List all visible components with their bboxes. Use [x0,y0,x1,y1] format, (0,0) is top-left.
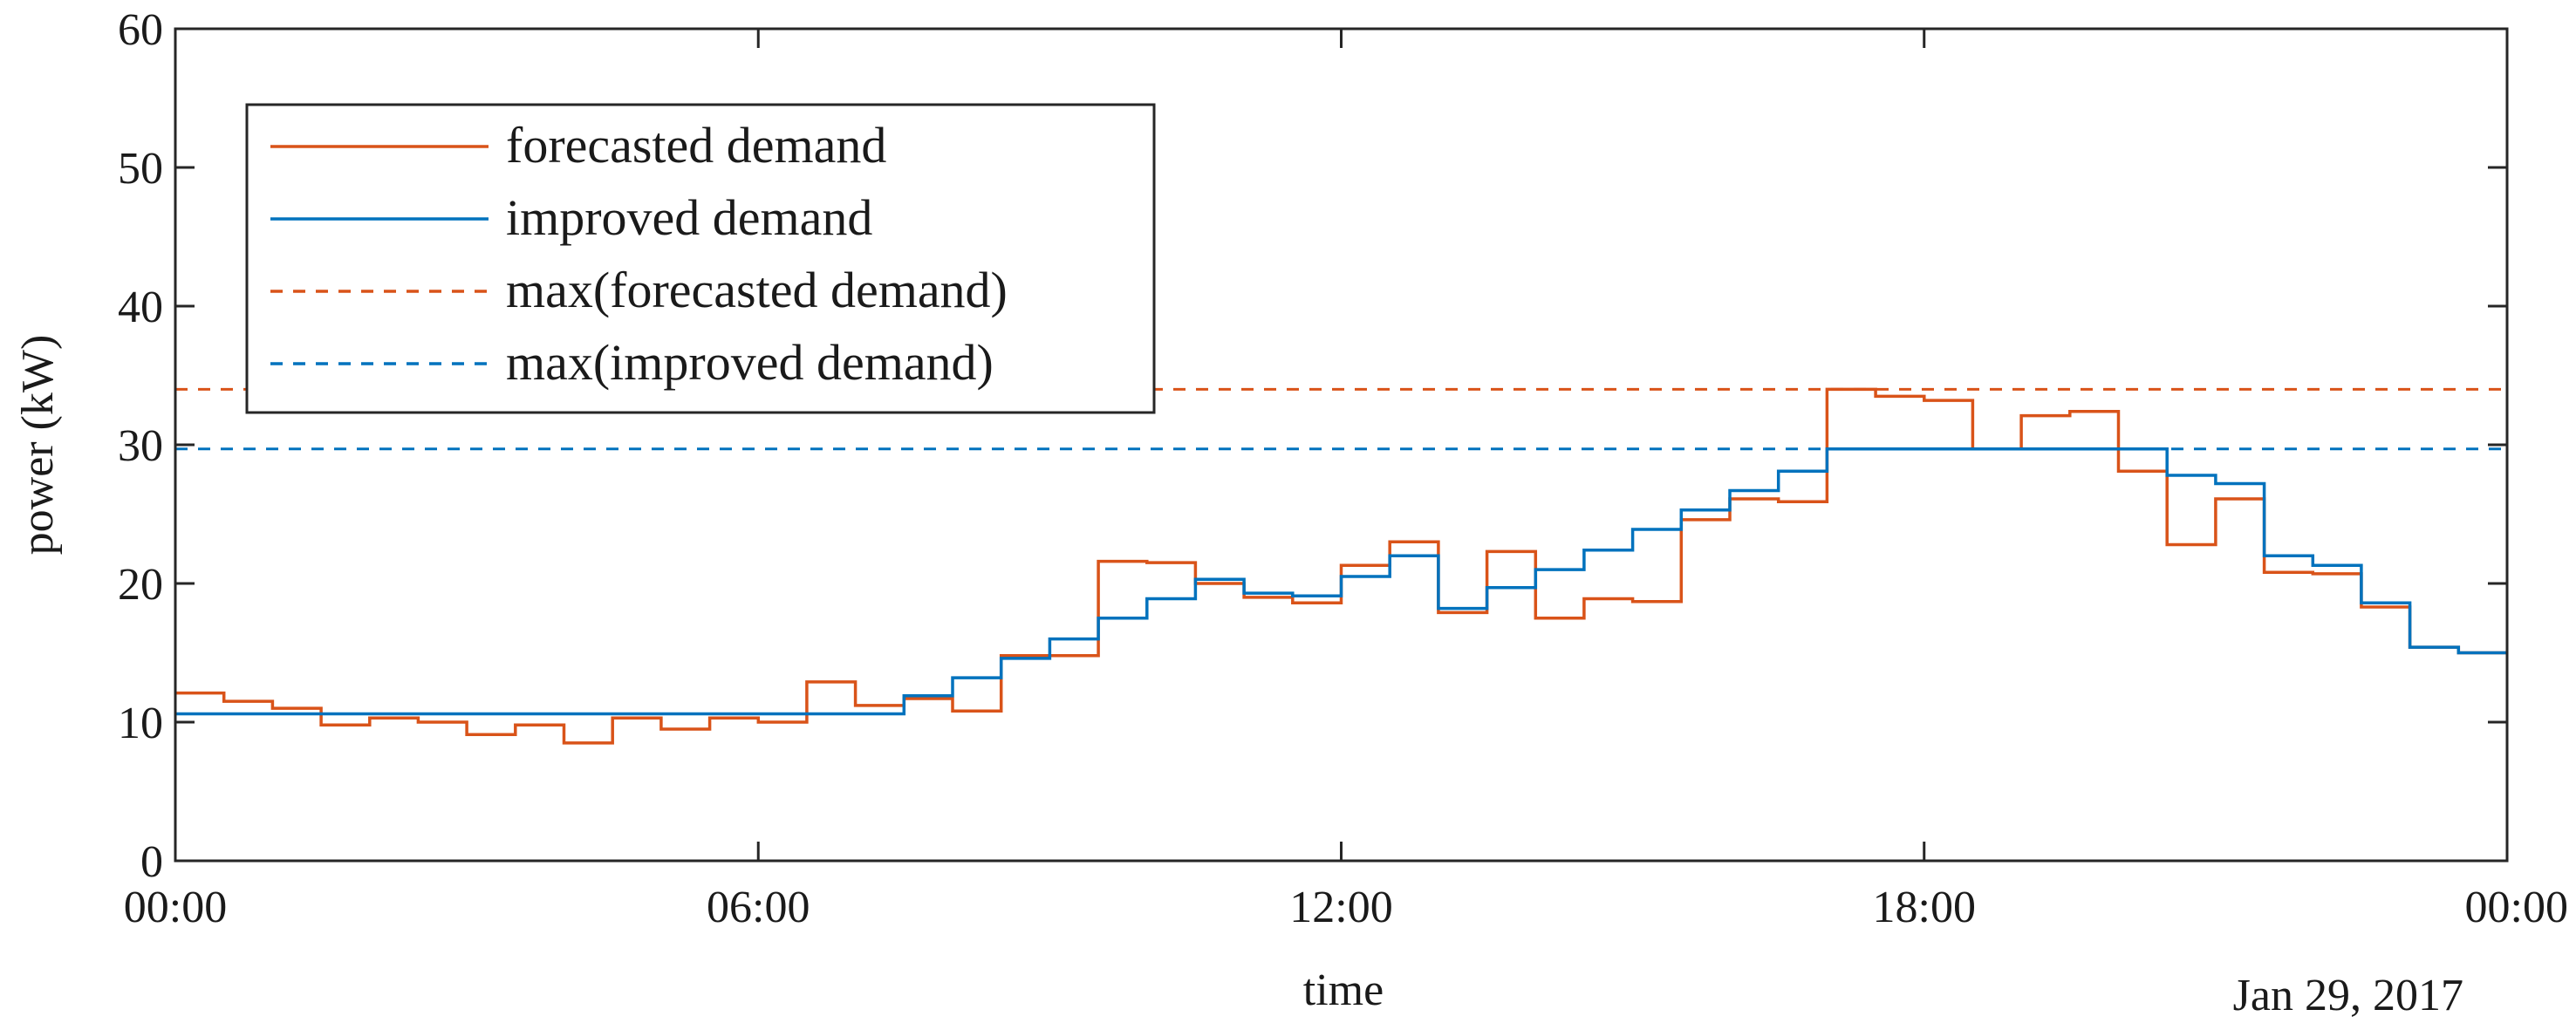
x-tick-label-3: 18:00 [1873,883,1976,932]
y-tick-label-4: 40 [118,283,163,332]
y-tick-label-3: 30 [118,421,163,471]
series-line-1 [175,447,2507,716]
y-axis-title: power (kW) [13,335,63,556]
y-tick-label-2: 20 [118,560,163,610]
date-label: Jan 29, 2017 [2233,971,2463,1020]
x-tick-label-0: 00:00 [124,883,227,932]
x-tick-label-2: 12:00 [1289,883,1392,932]
series-line-0 [175,387,2507,745]
legend: forecasted demand improved demand max(fore… [245,103,1156,414]
legend-label-1: improved demand [506,189,872,246]
x-tick-label-4: 00:00 [2465,883,2568,932]
x-axis-title: time [1303,965,1384,1015]
ticks-layer: 0 10 20 30 40 50 60 00:00 06:00 12:00 18:00 00:00 [118,5,2568,932]
x-tick-label-1: 06:00 [707,883,810,932]
legend-label-0: forecasted demand [506,117,886,174]
y-tick-label-6: 60 [118,5,163,55]
legend-box [245,103,1156,414]
y-tick-label-1: 10 [118,699,163,748]
y-tick-label-5: 50 [118,144,163,194]
y-tick-label-0: 0 [140,837,163,887]
legend-label-2: max(forecasted demand) [506,262,1008,318]
legend-label-3: max(improved demand) [506,334,994,391]
